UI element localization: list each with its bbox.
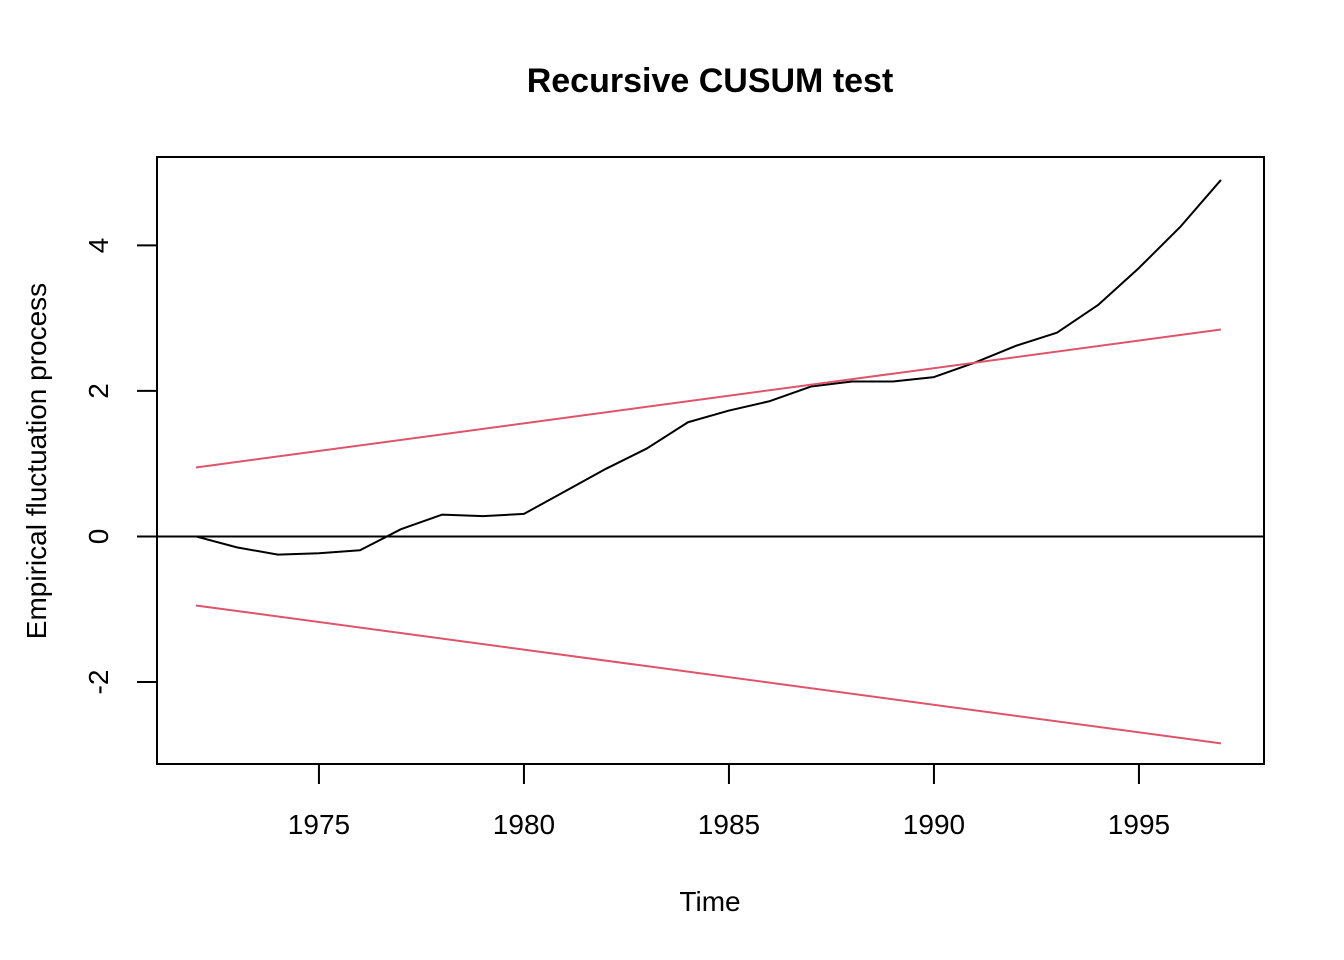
upper-boundary-line <box>195 328 1222 469</box>
x-tick-label-1990: 1990 <box>903 809 965 840</box>
y-tick-label--2: -2 <box>83 670 114 695</box>
cusum-process-line <box>195 179 1222 556</box>
y-tick-label-2: 2 <box>83 383 114 399</box>
y-tick-label-4: 4 <box>83 238 114 254</box>
plot-area <box>157 179 1264 745</box>
lower-boundary-line <box>195 604 1222 745</box>
y-tick-label-0: 0 <box>83 529 114 545</box>
x-axis: 1975 1980 1985 1990 1995 <box>288 763 1170 840</box>
x-tick-label-1975: 1975 <box>288 809 350 840</box>
plot-frame <box>156 156 1265 765</box>
y-axis: -2 0 2 4 <box>83 238 158 695</box>
y-axis-label: Empirical fluctuation process <box>21 283 52 639</box>
chart-title: Recursive CUSUM test <box>527 62 894 100</box>
x-tick-label-1985: 1985 <box>698 809 760 840</box>
x-tick-label-1980: 1980 <box>493 809 555 840</box>
x-tick-label-1995: 1995 <box>1108 809 1170 840</box>
x-axis-label: Time <box>679 886 740 917</box>
